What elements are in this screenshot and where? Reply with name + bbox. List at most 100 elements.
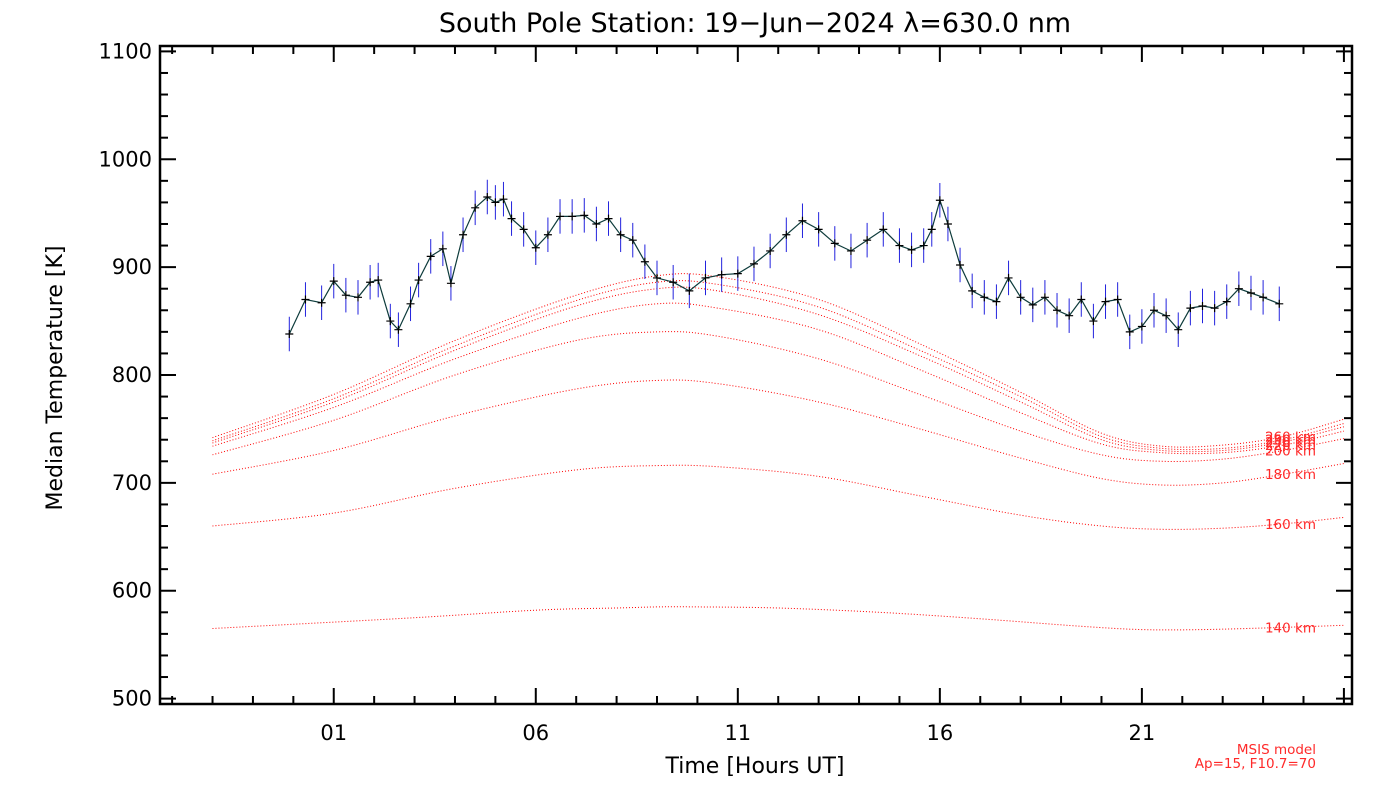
data-point-marker [1016, 293, 1025, 302]
data-point-marker [438, 244, 447, 253]
data-point-marker [580, 211, 589, 220]
data-point-marker [895, 241, 904, 250]
data-point-marker [1113, 295, 1122, 304]
curve-label: 140 km [1265, 620, 1316, 636]
data-point-marker [628, 236, 637, 245]
y-axis-label: Median Temperature [K] [43, 246, 68, 511]
x-tick-label: 06 [522, 721, 549, 745]
data-point-marker [863, 236, 872, 245]
curve-label: 220 km [1265, 438, 1316, 454]
msis-model-note: MSIS model [1237, 742, 1316, 758]
data-point-marker [471, 203, 480, 212]
data-point-marker [1210, 304, 1219, 313]
data-point-marker [640, 257, 649, 266]
data-point-marker [1053, 306, 1062, 315]
curve-label: 160 km [1265, 517, 1316, 533]
data-point-marker [406, 299, 415, 308]
x-tick-label: 01 [320, 721, 347, 745]
data-point-marker [426, 252, 435, 261]
data-point-marker [1028, 300, 1037, 309]
data-point-marker [1137, 322, 1146, 331]
model-curve-160-km [212, 464, 1344, 530]
data-point-marker [499, 195, 508, 204]
curve-label: 250 km [1265, 433, 1316, 449]
curve-label: 240 km [1265, 435, 1316, 451]
data-point-marker [1004, 273, 1013, 282]
model-curve-250-km [212, 280, 1345, 451]
data-point-marker [483, 193, 492, 202]
data-point-marker [766, 246, 775, 255]
curve-label: 200 km [1265, 444, 1316, 460]
data-point-marker [1040, 293, 1049, 302]
data-point-marker [846, 246, 855, 255]
chart-title: South Pole Station: 19−Jun−2024 λ=630.0 … [439, 8, 1071, 39]
model-curve-240-km [212, 286, 1345, 453]
y-tick-label: 1100 [99, 39, 152, 63]
data-point-marker [616, 230, 625, 239]
x-tick-label: 16 [926, 721, 953, 745]
data-point-marker [653, 273, 662, 282]
data-point-marker [919, 241, 928, 250]
data-point-marker [491, 198, 500, 207]
data-point-marker [366, 278, 375, 287]
data-point-marker [1174, 325, 1183, 334]
data-point-marker [604, 214, 613, 223]
data-point-marker [749, 259, 758, 268]
plot-border [158, 44, 1354, 706]
data-point-marker [1222, 297, 1231, 306]
data-point-marker [798, 216, 807, 225]
data-point-marker [685, 286, 694, 295]
data-point-marker [992, 297, 1001, 306]
data-point-marker [1234, 284, 1243, 293]
data-point-marker [879, 225, 888, 234]
data-point-marker [592, 219, 601, 228]
data-point-marker [543, 230, 552, 239]
data-point-marker [956, 260, 965, 269]
data-point-marker [394, 325, 403, 334]
temperature-line [288, 196, 1280, 335]
data-point-marker [1065, 311, 1074, 320]
data-point-marker [285, 330, 294, 339]
y-tick-label: 1000 [99, 147, 152, 171]
data-point-marker [782, 230, 791, 239]
curve-label: 180 km [1265, 467, 1316, 483]
model-curve-200-km [212, 331, 1344, 463]
data-point-marker [301, 295, 310, 304]
data-point-marker [907, 245, 916, 254]
curve-label: 260 km [1265, 429, 1316, 445]
data-point-marker [1259, 293, 1268, 302]
data-point-marker [980, 293, 989, 302]
data-point-marker [1186, 304, 1195, 313]
data-point-marker [531, 243, 540, 252]
data-point-marker [943, 219, 952, 228]
data-point-marker [1125, 327, 1134, 336]
x-tick-label: 11 [724, 721, 751, 745]
data-point-marker [374, 276, 383, 285]
data-point-marker [1162, 311, 1171, 320]
y-tick-label: 700 [112, 471, 152, 495]
data-point-marker [519, 225, 528, 234]
data-point-marker [386, 317, 395, 326]
data-point-marker [935, 196, 944, 205]
x-axis-label: Time [Hours UT] [665, 754, 845, 779]
y-tick-label: 900 [112, 255, 152, 279]
data-point-marker [1246, 289, 1255, 298]
y-tick-label: 500 [112, 687, 152, 711]
tick-labels: 500 600 700 800 900 1000 1100 01 06 11 16 21 [99, 39, 1156, 745]
plot-frame [158, 44, 1354, 706]
data-point-marker [733, 269, 742, 278]
x-tick-label: 21 [1129, 721, 1156, 745]
data-point-marker [556, 212, 565, 221]
measured-data [285, 179, 1284, 352]
data-point-marker [459, 230, 468, 239]
model-curve-140-km [212, 606, 1344, 631]
data-point-marker [568, 212, 577, 221]
data-point-marker [446, 279, 455, 288]
y-tick-label: 600 [112, 579, 152, 603]
model-curve-180-km [212, 379, 1344, 486]
data-point-marker [814, 225, 823, 234]
data-point-marker [317, 298, 326, 307]
data-point-marker [1077, 295, 1086, 304]
